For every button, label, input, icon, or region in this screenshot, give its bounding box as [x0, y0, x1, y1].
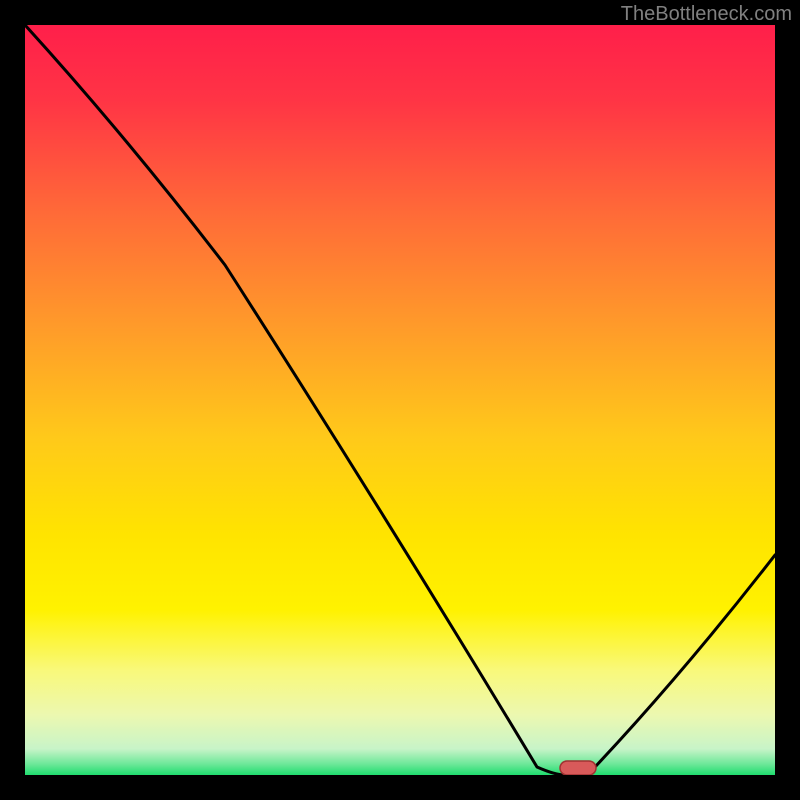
gradient-background — [25, 25, 775, 775]
bottleneck-chart-svg — [25, 25, 775, 775]
watermark-text: TheBottleneck.com — [621, 3, 792, 26]
optimum-marker-pill — [560, 761, 596, 775]
chart-plot-area — [25, 25, 775, 775]
